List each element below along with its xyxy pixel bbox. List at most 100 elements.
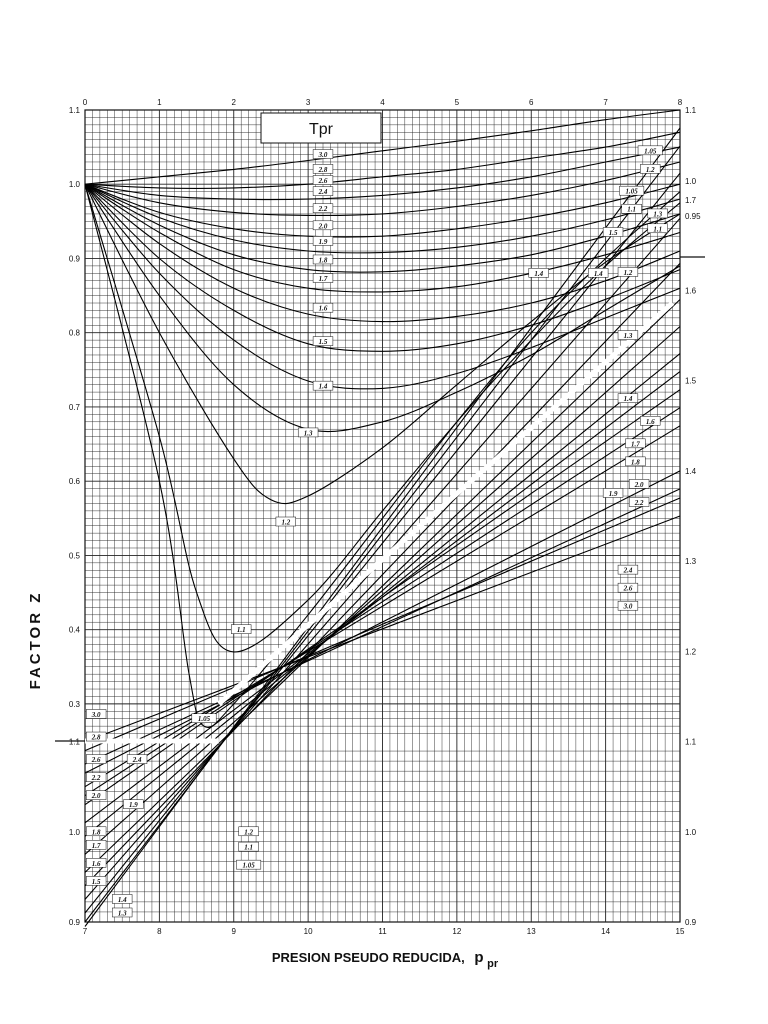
series-line-upper-1.4 — [84, 183, 681, 390]
y-tick-lower-right: 1.7 — [685, 196, 697, 205]
curve-label-lower-2.2: 2.2 — [634, 499, 644, 507]
curve-label-box — [312, 164, 334, 174]
curve-label-lower-1.6: 1.6 — [646, 418, 655, 426]
series-line-upper-1.3 — [84, 183, 681, 433]
curve-label-lower-2.4: 2.4 — [132, 756, 142, 764]
curve-label-lower-3.0: 3.0 — [91, 711, 101, 719]
curve-label-lower-2.8: 2.8 — [91, 734, 101, 742]
curve-label-box — [617, 393, 639, 403]
series-line-lower-3.0 — [84, 515, 681, 743]
curve-label-box — [617, 267, 639, 277]
curve-label-upper-1.3: 1.3 — [653, 210, 662, 218]
curve-label-upper-1.5: 1.5 — [609, 229, 618, 237]
curve-label-box — [312, 336, 334, 346]
x-tick-lower: 14 — [601, 927, 610, 936]
series-line-lower-2.2 — [84, 425, 681, 788]
curve-label-box — [86, 858, 107, 868]
y-tick-lower-left: 1.0 — [69, 828, 81, 837]
curve-label-box — [312, 175, 334, 185]
curve-label-lower-1.2: 1.2 — [244, 828, 253, 836]
y-tick-upper-left: 1.1 — [69, 106, 81, 115]
series-line-upper-3.0 — [84, 109, 681, 185]
curve-label-lower-2.4: 2.4 — [623, 567, 633, 575]
series-line-lower-2.8 — [84, 497, 681, 752]
x-tick-upper: 1 — [157, 98, 162, 107]
curve-label-box — [617, 600, 639, 611]
curve-label-box — [647, 208, 668, 219]
x-tick-upper: 4 — [380, 98, 385, 107]
curve-label-upper-2.2: 2.2 — [318, 205, 328, 213]
y-tick-upper-left: 0.5 — [69, 551, 81, 560]
curve-label-box — [617, 582, 639, 593]
x-tick-lower: 12 — [452, 927, 461, 936]
curve-label-box — [238, 841, 259, 852]
curve-label-lower-1.4: 1.4 — [118, 896, 127, 904]
series-line-upper-1.5 — [84, 183, 681, 352]
curve-label-upper-1.4: 1.4 — [594, 270, 603, 278]
x-tick-upper: 0 — [83, 98, 88, 107]
curve-label-box — [86, 731, 107, 742]
y-tick-lower-right: 1.6 — [685, 286, 697, 295]
curve-label-upper-3.0: 3.0 — [318, 151, 328, 159]
curve-label-lower-1.1: 1.1 — [627, 206, 636, 214]
curve-label-box — [312, 186, 334, 196]
series-line-upper-2.2 — [84, 161, 681, 217]
series-line-lower-1.2 — [84, 172, 681, 914]
curve-label-box — [231, 624, 252, 634]
curve-label-box — [236, 859, 262, 870]
curve-label-box — [628, 479, 650, 489]
legend-box: Tpr — [260, 112, 382, 144]
curve-label-box — [86, 772, 107, 782]
y-axis-title: FACTOR Z — [27, 591, 44, 690]
curve-label-box — [312, 380, 334, 391]
series-line-lower-1.4 — [84, 263, 681, 887]
curve-label-upper-2.8: 2.8 — [318, 166, 328, 174]
curve-label-box — [637, 145, 663, 156]
x-tick-lower: 8 — [157, 927, 162, 936]
curve-label-box — [617, 330, 639, 340]
y-tick-upper-left: 0.6 — [69, 477, 81, 486]
series-line-lower-2.6 — [84, 488, 681, 765]
curve-label-box — [647, 223, 668, 234]
x-tick-upper: 3 — [306, 98, 311, 107]
curve-label-lower-1.5: 1.5 — [92, 878, 101, 886]
y-tick-lower-left: 1.1 — [69, 738, 81, 747]
curve-label-box — [628, 497, 650, 507]
x-tick-lower: 15 — [676, 927, 685, 936]
curve-label-upper-1.6: 1.6 — [319, 305, 328, 313]
curve-label-box — [617, 564, 639, 575]
y-tick-lower-right: 1.0 — [685, 828, 697, 837]
x-tick-lower: 10 — [304, 927, 313, 936]
curve-label-box — [126, 754, 148, 764]
curve-label-box — [312, 203, 334, 213]
curve-label-lower-1.8: 1.8 — [631, 458, 640, 466]
series-line-lower-2.4 — [84, 470, 681, 774]
curve-label-lower-1.7: 1.7 — [631, 440, 640, 448]
y-tick-upper-left: 0.9 — [69, 254, 81, 263]
curve-label-lower-3.0: 3.0 — [623, 603, 633, 611]
x-tick-lower: 11 — [378, 927, 387, 936]
curve-label-box — [640, 164, 661, 174]
x-tick-upper: 2 — [232, 98, 237, 107]
curve-labels: 3.0 2.8 2.6 2.4 2.2 2.0 1.9 1.8 1.7 1.6 1.5 1.4 1.3 1… — [86, 145, 668, 918]
y-tick-upper-left: 0.3 — [69, 700, 81, 709]
white-guide-bottom — [85, 738, 219, 744]
curve-label-box — [112, 907, 133, 918]
curve-label-box — [588, 268, 609, 278]
series-line-lower-1.1 — [84, 145, 681, 923]
curve-label-box — [275, 516, 296, 527]
curve-label-lower-1.7: 1.7 — [92, 842, 101, 850]
curve-label-upper-1.4: 1.4 — [319, 383, 328, 391]
y-tick-lower-right: 1.5 — [685, 377, 697, 386]
curve-label-box — [602, 227, 624, 237]
curve-label-box — [312, 302, 334, 313]
curve-label-lower-2.2: 2.2 — [91, 774, 101, 782]
curve-label-lower-2.0: 2.0 — [634, 481, 644, 489]
series-line-lower-1.8 — [84, 371, 681, 824]
x-tick-upper: 7 — [603, 98, 608, 107]
curve-label-lower-2.6: 2.6 — [91, 756, 101, 764]
y-tick-upper-left: 0.8 — [69, 329, 81, 338]
curve-label-upper-1.1: 1.1 — [237, 626, 246, 634]
y-tick-upper-left: 1.0 — [69, 180, 81, 189]
curve-label-lower-2.6: 2.6 — [623, 585, 633, 593]
